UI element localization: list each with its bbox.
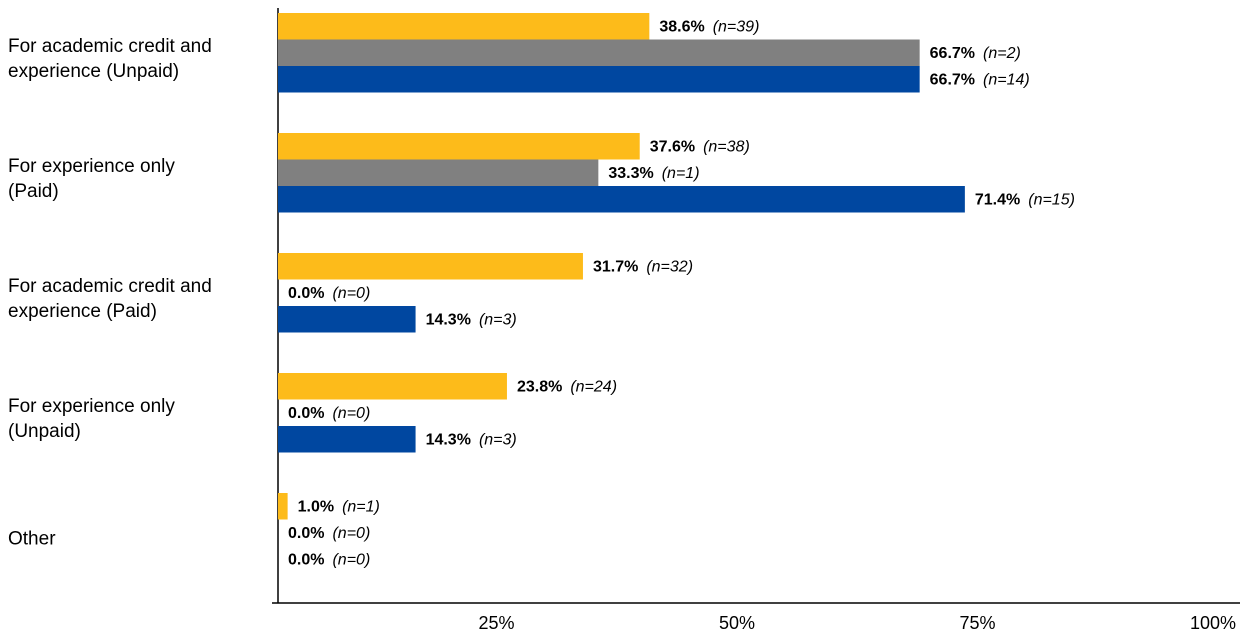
value-label: 38.6% [659, 18, 704, 35]
count-label: (n=15) [1028, 191, 1075, 208]
value-label: 0.0% [288, 405, 324, 422]
value-label: 66.7% [930, 71, 975, 88]
data-label: 14.3% (n=3) [426, 311, 517, 328]
data-label: 31.7% (n=32) [593, 258, 693, 275]
data-label: 23.8% (n=24) [517, 378, 617, 395]
bar [278, 66, 920, 93]
value-label: 71.4% [975, 191, 1020, 208]
x-tick-label: 50% [719, 613, 755, 633]
bar [278, 39, 920, 66]
category-label: For academic credit and experience (Paid… [8, 275, 212, 322]
data-label: 0.0% (n=0) [288, 525, 370, 542]
data-label: 0.0% (n=0) [288, 551, 370, 568]
bar [278, 186, 965, 213]
value-label: 0.0% [288, 525, 324, 542]
count-label: (n=0) [332, 525, 370, 542]
bar [278, 493, 288, 520]
bar [278, 426, 416, 453]
bar [278, 373, 507, 400]
bar [278, 159, 599, 186]
value-label: 66.7% [930, 45, 975, 62]
value-label: 37.6% [650, 138, 695, 155]
data-label: 71.4% (n=15) [975, 191, 1075, 208]
data-label: 14.3% (n=3) [426, 431, 517, 448]
category-label: For academic credit and experience (Unpa… [8, 35, 212, 82]
value-label: 0.0% [288, 551, 324, 568]
count-label: (n=32) [646, 258, 693, 275]
count-label: (n=1) [342, 498, 380, 515]
value-label: 0.0% [288, 285, 324, 302]
count-label: (n=14) [983, 71, 1030, 88]
value-label: 1.0% [298, 498, 334, 515]
data-label: 0.0% (n=0) [288, 405, 370, 422]
bar [278, 13, 650, 40]
data-label: 66.7% (n=2) [930, 45, 1021, 62]
bar [278, 133, 640, 160]
count-label: (n=24) [570, 378, 617, 395]
value-label: 14.3% [426, 431, 471, 448]
count-label: (n=2) [983, 45, 1021, 62]
x-tick-label: 100% [1190, 613, 1236, 633]
count-label: (n=0) [332, 551, 370, 568]
count-label: (n=3) [479, 311, 517, 328]
bar [278, 253, 583, 280]
value-label: 14.3% [426, 311, 471, 328]
data-label: 37.6% (n=38) [650, 138, 750, 155]
data-label: 1.0% (n=1) [298, 498, 380, 515]
category-label: For experience only (Unpaid) [8, 395, 175, 442]
count-label: (n=0) [332, 405, 370, 422]
data-label: 0.0% (n=0) [288, 285, 370, 302]
data-label: 33.3% (n=1) [608, 165, 699, 182]
x-tick-label: 25% [478, 613, 514, 633]
count-label: (n=39) [713, 18, 760, 35]
count-label: (n=38) [703, 138, 750, 155]
count-label: (n=0) [332, 285, 370, 302]
bar [278, 306, 416, 333]
x-tick-label: 75% [959, 613, 995, 633]
value-label: 33.3% [608, 165, 653, 182]
category-label: Other [8, 528, 56, 550]
value-label: 31.7% [593, 258, 638, 275]
data-label: 66.7% (n=14) [930, 71, 1030, 88]
count-label: (n=3) [479, 431, 517, 448]
data-label: 38.6% (n=39) [659, 18, 759, 35]
category-label: For experience only (Paid) [8, 155, 175, 202]
value-label: 23.8% [517, 378, 562, 395]
count-label: (n=1) [662, 165, 700, 182]
